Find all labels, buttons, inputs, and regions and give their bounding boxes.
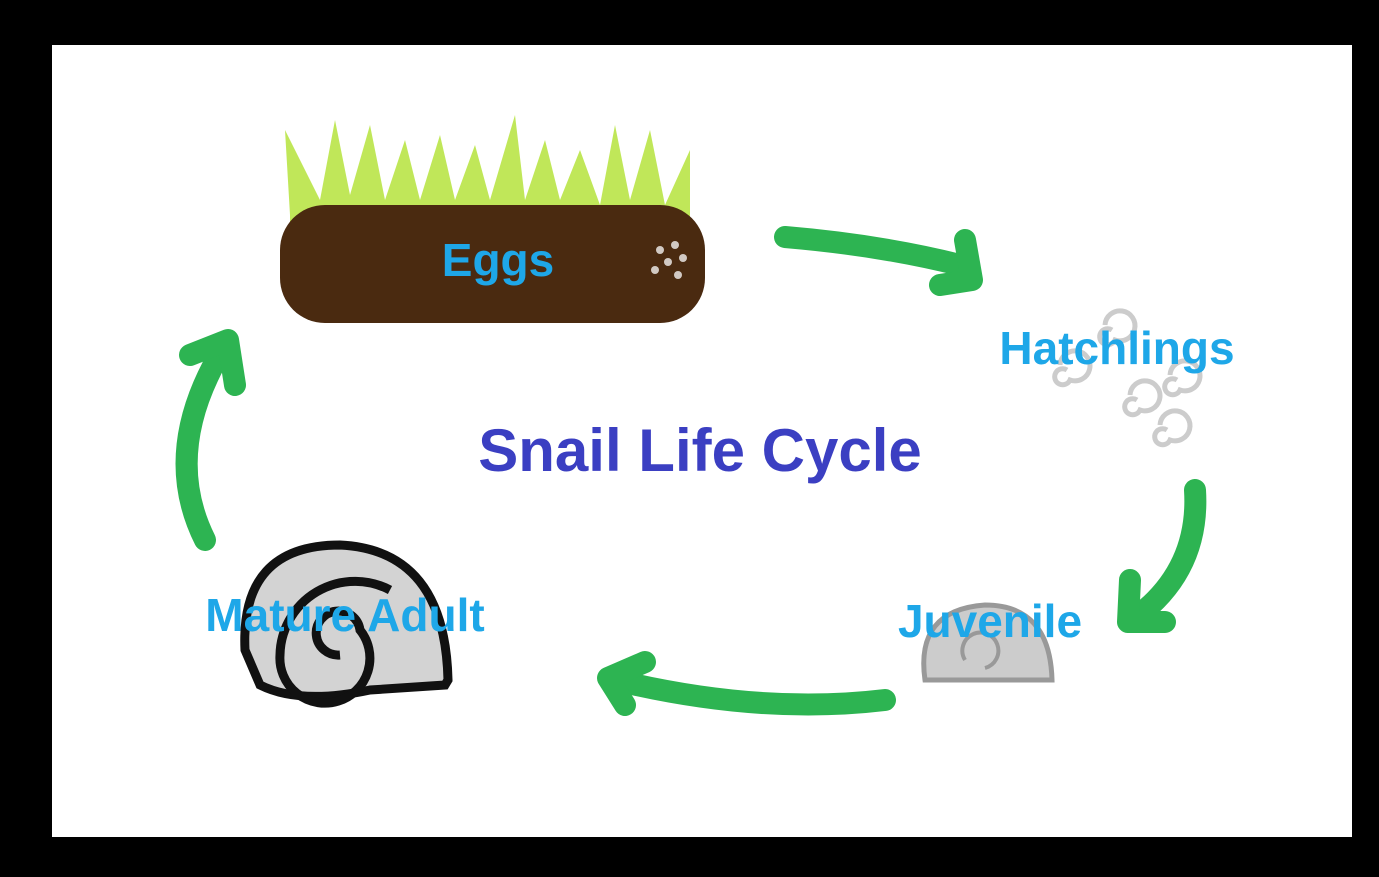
stage-label: Eggs	[442, 234, 554, 286]
stage-label: Hatchlings	[999, 322, 1234, 374]
stage-label: Juvenile	[898, 595, 1082, 647]
diagram: Snail Life Cycle Eggs Hatchlings Juvenil…	[0, 0, 1379, 877]
diagram-title: Snail Life Cycle	[478, 417, 922, 484]
page: Snail Life Cycle Eggs Hatchlings Juvenil…	[0, 0, 1379, 877]
stage-label: Mature Adult	[205, 589, 484, 641]
